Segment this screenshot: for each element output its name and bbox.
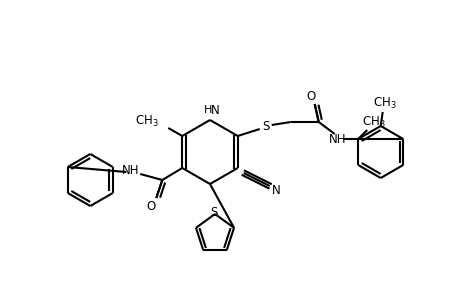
Text: CH$_3$: CH$_3$ <box>372 95 396 111</box>
Text: CH$_3$: CH$_3$ <box>362 115 385 130</box>
Text: O: O <box>305 89 315 103</box>
Text: S: S <box>262 119 269 133</box>
Text: N: N <box>210 103 219 116</box>
Text: H: H <box>203 105 212 115</box>
Text: S: S <box>210 206 217 220</box>
Text: O: O <box>146 200 156 212</box>
Text: NH: NH <box>328 133 346 146</box>
Text: CH$_3$: CH$_3$ <box>134 113 158 129</box>
Text: N: N <box>272 184 280 196</box>
Text: NH: NH <box>121 164 139 176</box>
